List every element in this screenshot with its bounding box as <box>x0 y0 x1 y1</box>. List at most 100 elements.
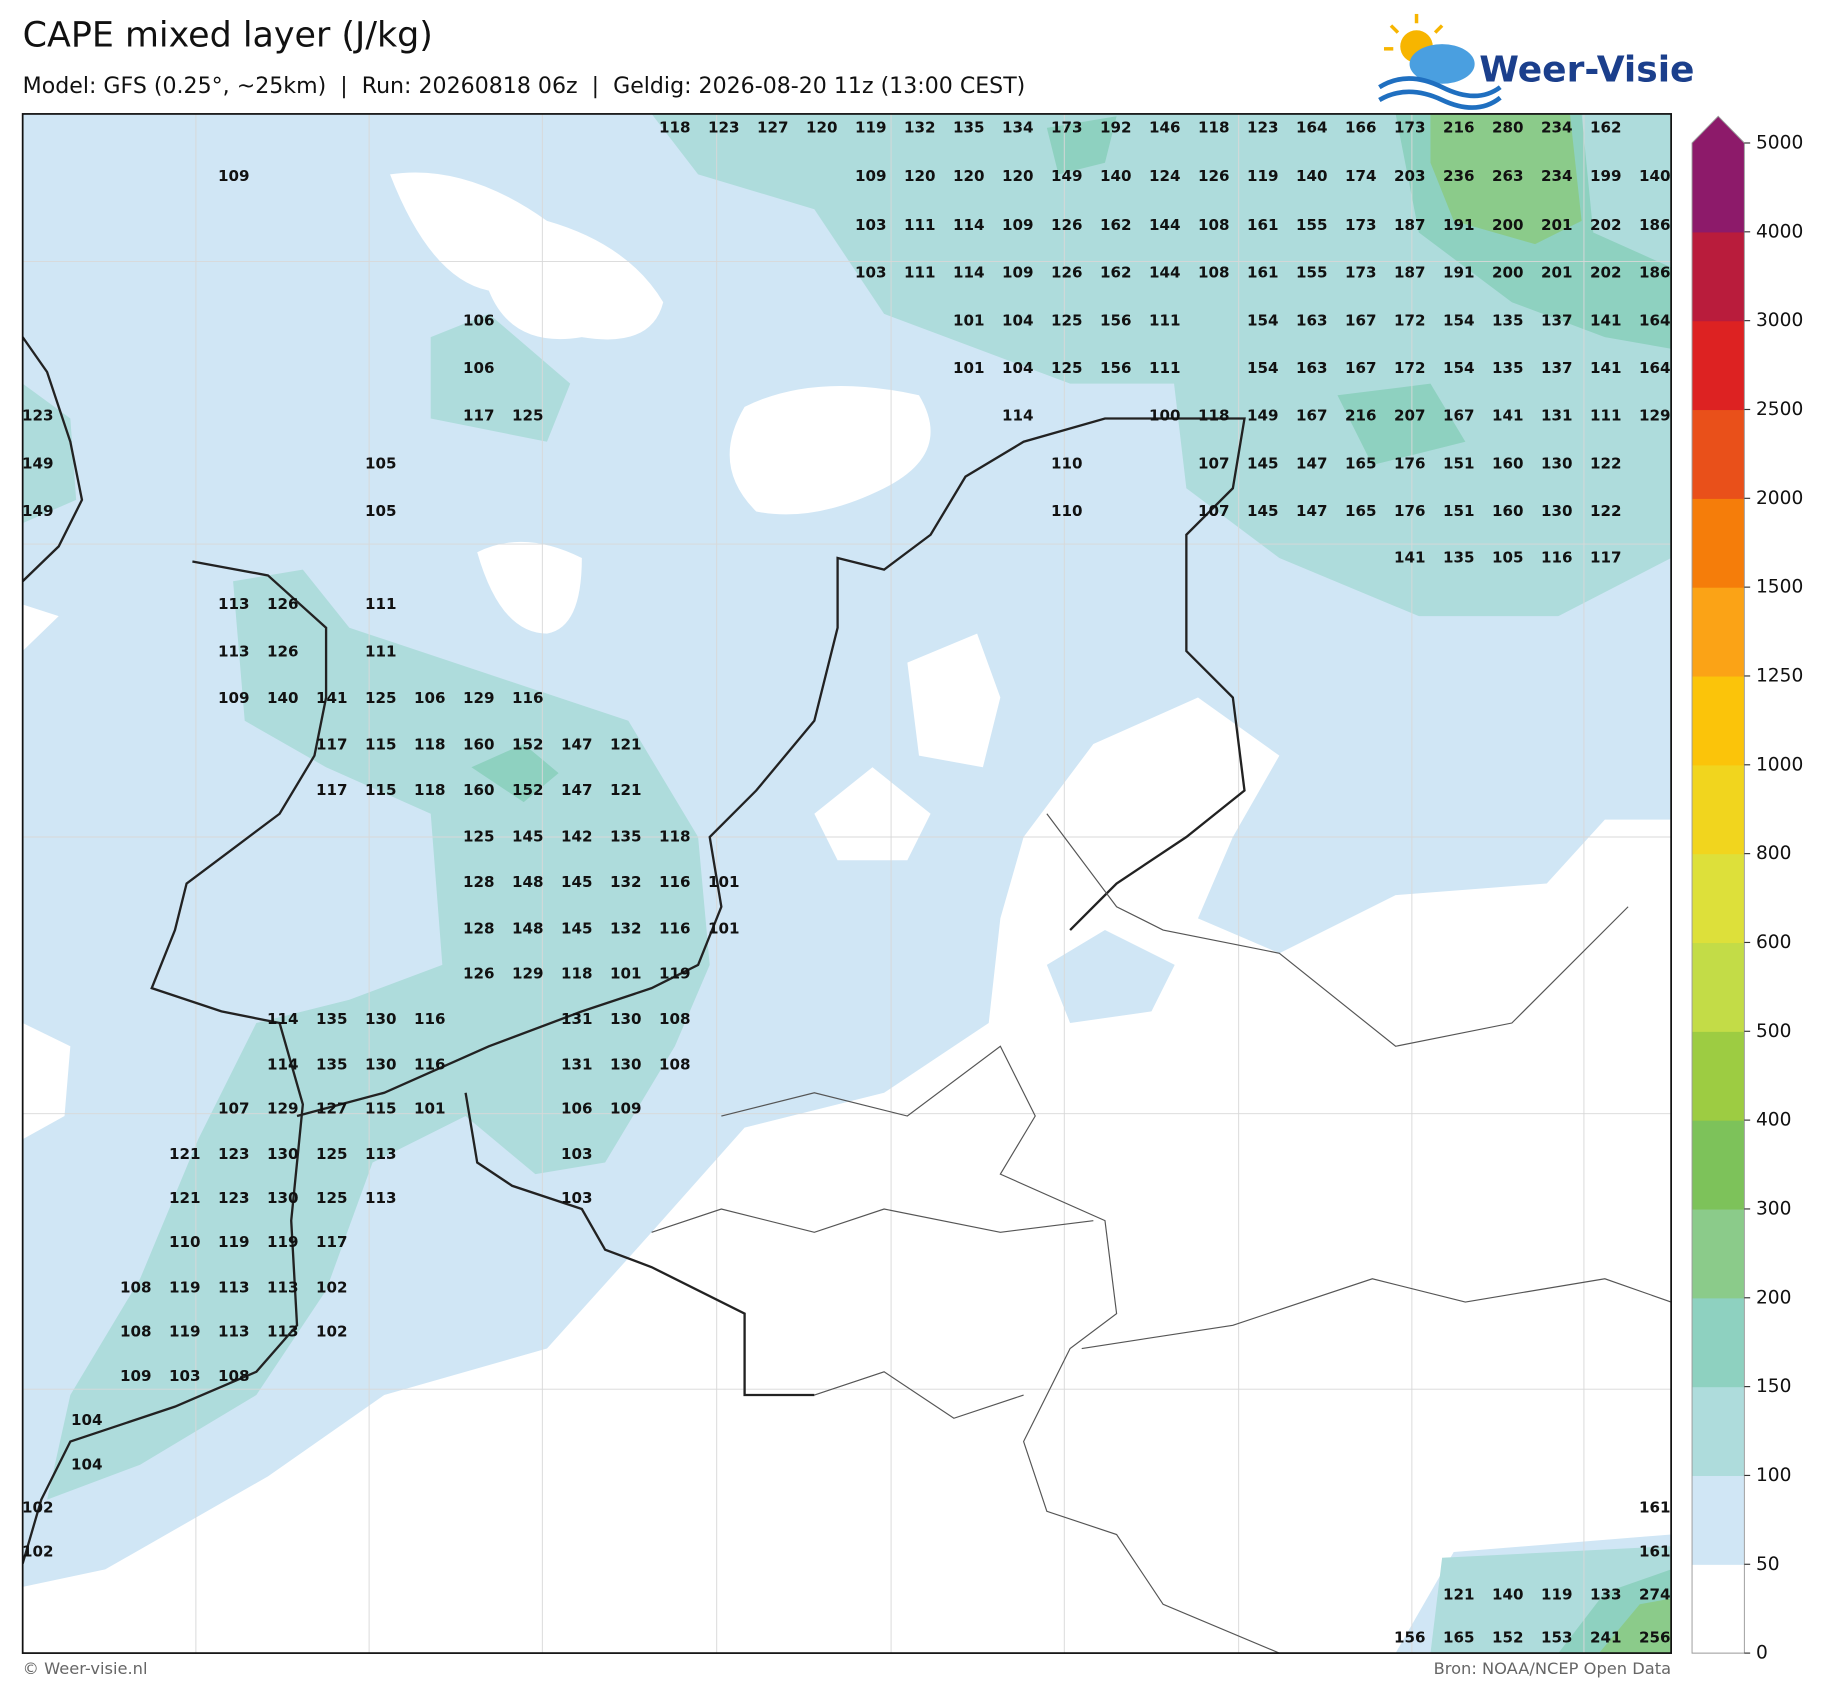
cape-value: 147 <box>561 781 593 799</box>
cape-value: 174 <box>1345 167 1377 185</box>
cape-value: 149 <box>22 454 54 472</box>
cape-value: 117 <box>463 407 495 425</box>
colorbar-segment <box>1692 853 1745 944</box>
footer-left: © Weer-visie.nl <box>23 1659 148 1678</box>
cape-value: 186 <box>1639 264 1671 282</box>
cape-value: 113 <box>218 595 250 613</box>
colorbar-tick-label: 50 <box>1756 1554 1780 1575</box>
cape-value: 105 <box>365 454 397 472</box>
colorbar: 0 50 100 150 200 300 400 500 600 800 1000 1250 1500 2… <box>1691 115 1803 1664</box>
cape-value: 123 <box>218 1189 250 1207</box>
cape-value: 172 <box>1394 359 1426 377</box>
cape-value: 133 <box>1590 1585 1622 1603</box>
logo-cloud <box>1409 44 1475 84</box>
colorbar-segment <box>1692 764 1745 855</box>
colorbar-tick-label: 200 <box>1756 1287 1792 1308</box>
cape-value: 116 <box>414 1010 446 1028</box>
colorbar-tick-label: 800 <box>1756 843 1792 864</box>
cape-value: 125 <box>512 407 544 425</box>
cape-value: 125 <box>316 1189 348 1207</box>
cape-value: 130 <box>610 1010 642 1028</box>
cape-value: 116 <box>414 1055 446 1073</box>
cape-value: 103 <box>855 216 887 234</box>
cape-value: 154 <box>1247 359 1279 377</box>
logo-wave <box>1378 76 1502 99</box>
cape-value: 121 <box>610 736 642 754</box>
cape-value: 146 <box>1149 118 1181 136</box>
cape-value: 140 <box>1296 167 1328 185</box>
cape-value: 117 <box>316 781 348 799</box>
colorbar-segment <box>1692 1297 1745 1388</box>
cape-value: 105 <box>1492 549 1524 567</box>
colorbar-extend <box>1692 116 1745 143</box>
cape-value: 203 <box>1394 167 1426 185</box>
cape-value: 164 <box>1639 359 1671 377</box>
cape-value: 109 <box>218 689 250 707</box>
cape-value: 104 <box>1002 311 1034 329</box>
cape-value: 192 <box>1100 118 1132 136</box>
colorbar-segment <box>1692 1208 1745 1299</box>
cape-value: 111 <box>365 643 397 661</box>
cape-value: 161 <box>1639 1542 1671 1560</box>
cape-area <box>430 313 571 442</box>
subtitle: Model: GFS (0.25°, ~25km) | Run: 2026081… <box>23 74 1026 99</box>
cape-value: 165 <box>1345 502 1377 520</box>
logo-wave <box>1378 89 1502 110</box>
colorbar-segment <box>1692 587 1745 677</box>
cape-value: 191 <box>1443 216 1475 234</box>
cape-value: 162 <box>1100 216 1132 234</box>
cape-value: 140 <box>1492 1585 1524 1603</box>
cape-value: 118 <box>414 736 446 754</box>
cape-value: 140 <box>267 689 299 707</box>
cape-value: 148 <box>512 873 544 891</box>
cape-value: 141 <box>316 689 348 707</box>
cape-value: 135 <box>1492 359 1524 377</box>
cape-value: 118 <box>561 965 593 983</box>
cape-value: 176 <box>1394 454 1426 472</box>
cape-area <box>1599 1598 1672 1654</box>
map: 118 123 127 120 119 132 135 134 173 192 146 118 123 1… <box>22 113 1672 1654</box>
colorbar-tick-label: 1250 <box>1756 665 1803 686</box>
cape-value: 110 <box>169 1233 201 1251</box>
map-clear <box>729 385 931 515</box>
cape-value: 125 <box>365 689 397 707</box>
cape-value: 202 <box>1590 216 1622 234</box>
cape-value: 101 <box>953 359 985 377</box>
map-clear <box>907 633 1001 768</box>
cape-value: 199 <box>1590 167 1622 185</box>
cape-value: 120 <box>904 167 936 185</box>
cape-value: 130 <box>267 1189 299 1207</box>
cape-value: 149 <box>22 502 54 520</box>
cape-value: 118 <box>1198 407 1230 425</box>
cape-value: 106 <box>414 689 446 707</box>
cape-value: 126 <box>1051 216 1083 234</box>
cape-value: 108 <box>659 1010 691 1028</box>
cape-value: 144 <box>1149 216 1181 234</box>
cape-value: 167 <box>1345 359 1377 377</box>
cape-value: 202 <box>1590 264 1622 282</box>
cape-value: 113 <box>267 1323 299 1341</box>
cape-value: 108 <box>1198 264 1230 282</box>
cape-value: 207 <box>1394 407 1426 425</box>
cape-value: 111 <box>1149 359 1181 377</box>
cape-value: 113 <box>365 1189 397 1207</box>
cape-value: 116 <box>512 689 544 707</box>
cape-value: 164 <box>1296 118 1328 136</box>
colorbar-segment <box>1692 142 1745 233</box>
colorbar-tick-label: 600 <box>1756 932 1792 953</box>
cape-value: 135 <box>1492 311 1524 329</box>
cape-value: 165 <box>1345 454 1377 472</box>
cape-value: 156 <box>1100 311 1132 329</box>
colorbar-segment <box>1692 1031 1745 1121</box>
cape-value: 123 <box>708 118 740 136</box>
cape-value: 135 <box>1443 549 1475 567</box>
cape-value: 144 <box>1149 264 1181 282</box>
cape-value: 167 <box>1296 407 1328 425</box>
cape-value: 119 <box>1247 167 1279 185</box>
cape-value: 145 <box>512 828 544 846</box>
colorbar-segment <box>1692 942 1745 1032</box>
cape-value: 155 <box>1296 264 1328 282</box>
cape-value: 234 <box>1541 118 1573 136</box>
colorbar-segment <box>1692 231 1745 322</box>
